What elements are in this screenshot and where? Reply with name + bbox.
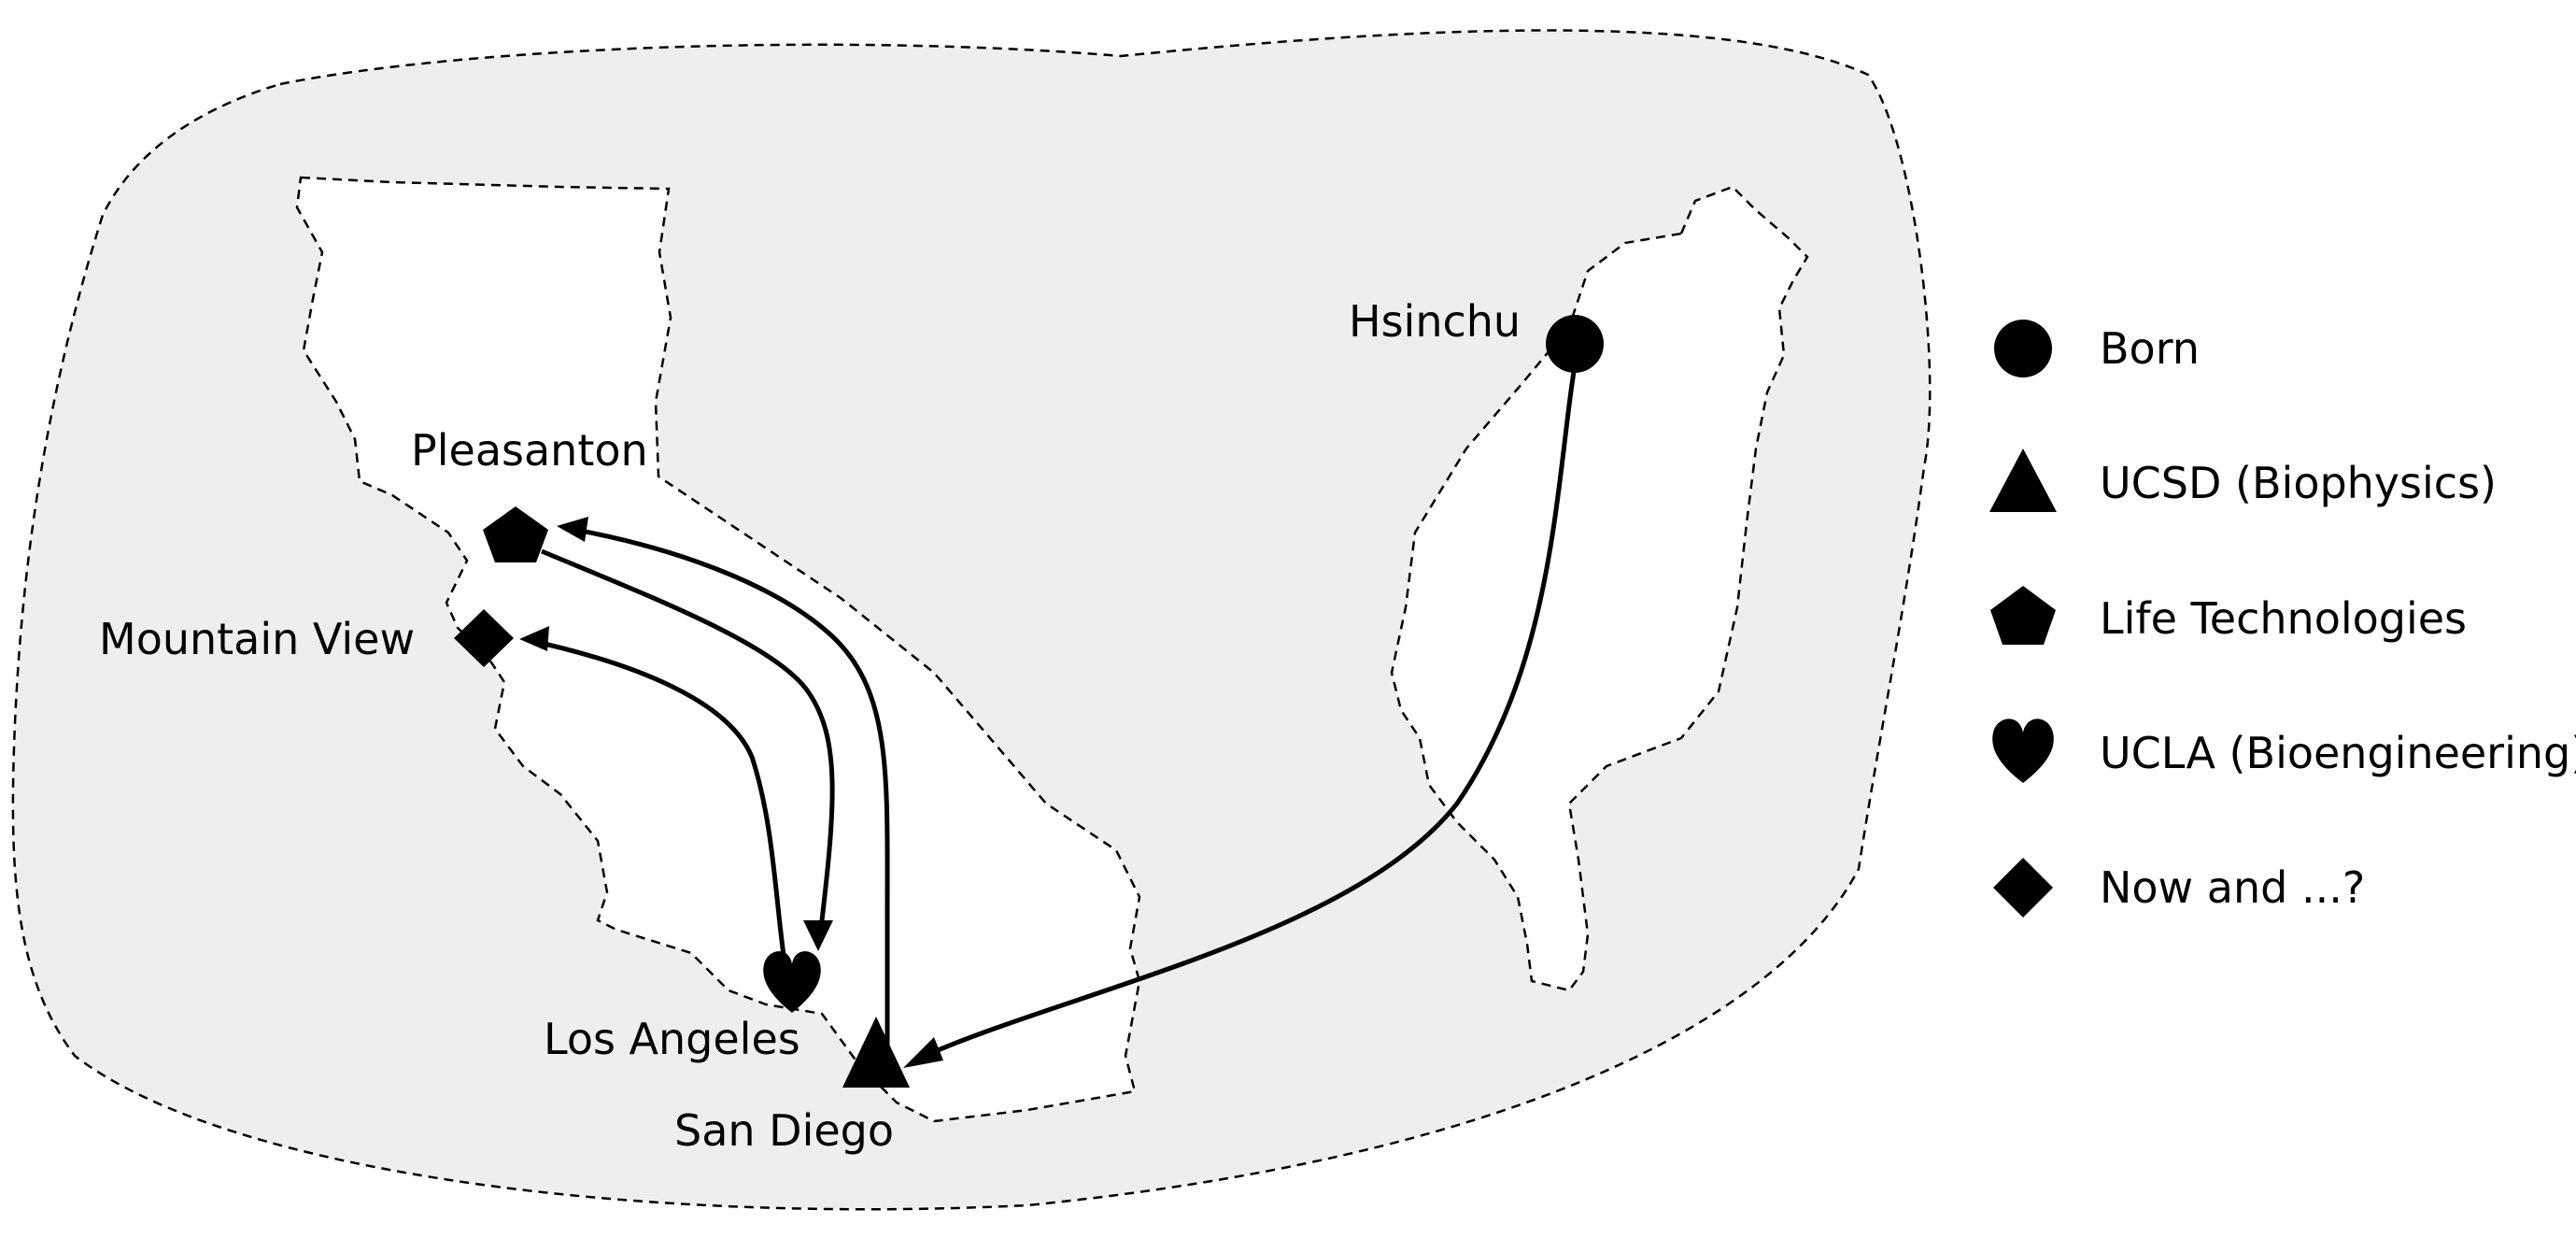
pleasanton-label: Pleasanton: [411, 425, 648, 476]
pentagon-icon: [1990, 586, 2056, 645]
diamond-icon: [1993, 858, 2053, 918]
legend-label: Born: [2100, 323, 2200, 374]
legend-item-now: Now and ...?: [1993, 858, 2365, 918]
triangle-icon: [1989, 448, 2057, 512]
legend-item-ucsd: UCSD (Biophysics): [1989, 448, 2497, 512]
legend: Born UCSD (Biophysics) Life Technologies…: [1989, 320, 2576, 918]
route-pleasanton-to-los-angeles: [541, 548, 835, 937]
san-diego-marker-triangle-icon: [842, 1017, 910, 1088]
arrowhead-san-diego: [903, 1037, 943, 1068]
arrowhead-mountain-view: [519, 626, 549, 651]
arrowhead-los-angeles: [803, 920, 833, 951]
mountain-view-marker-diamond-icon: [454, 609, 514, 667]
los-angeles-label: Los Angeles: [544, 1014, 800, 1064]
legend-item-life-technologies: Life Technologies: [1990, 586, 2467, 645]
mountain-view-label: Mountain View: [99, 614, 415, 664]
legend-label: UCLA (Bioengineering): [2100, 728, 2576, 778]
heart-icon: [1992, 719, 2054, 783]
route-los-angeles-to-mountain-view: [527, 637, 787, 963]
pleasanton-marker-pentagon-icon: [483, 506, 548, 562]
route-hsinchu-to-san-diego: [923, 343, 1581, 1059]
hsinchu-marker-circle-icon: [1546, 315, 1604, 373]
arrowhead-pleasanton: [557, 517, 588, 542]
los-angeles-marker-heart-icon: [763, 951, 821, 1013]
taiwan-outline: [1390, 185, 1809, 992]
city-markers: [454, 315, 1604, 1088]
city-labels: Hsinchu Pleasanton Mountain View Los Ang…: [99, 296, 1521, 1156]
hsinchu-label: Hsinchu: [1349, 296, 1521, 347]
route-san-diego-to-pleasanton: [564, 525, 890, 1065]
legend-label: UCSD (Biophysics): [2100, 458, 2497, 508]
route-arrows: [527, 343, 1581, 1065]
legend-item-ucla: UCLA (Bioengineering): [1992, 719, 2576, 783]
arrowheads: [519, 517, 943, 1068]
legend-item-born: Born: [1994, 320, 2200, 377]
legend-label: Now and ...?: [2100, 862, 2365, 913]
legend-label: Life Technologies: [2100, 593, 2467, 644]
san-diego-label: San Diego: [674, 1105, 894, 1156]
california-outline: [295, 176, 1141, 1123]
circle-icon: [1994, 320, 2052, 377]
